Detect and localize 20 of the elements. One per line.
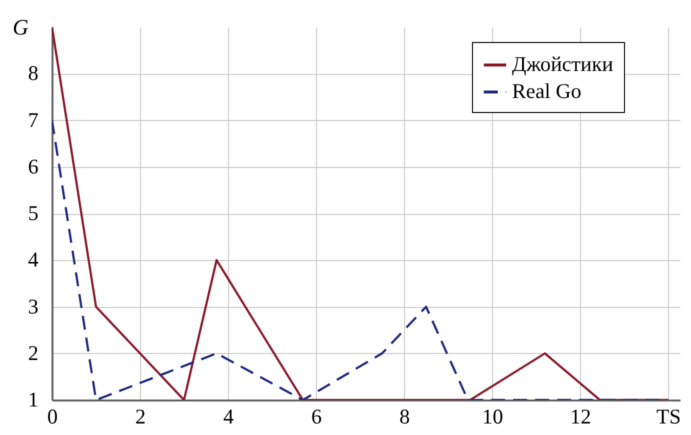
y-tick-label: 6: [28, 154, 38, 178]
x-tick-label: 2: [135, 404, 146, 428]
y-tick-label: 1: [28, 388, 38, 412]
y-tick-label: 5: [28, 201, 38, 225]
y-tick-label: 7: [28, 108, 38, 132]
legend-label: Джойстики: [512, 52, 614, 76]
x-tick-label: 6: [311, 404, 322, 428]
x-tick-label: 4: [223, 404, 234, 428]
y-axis-title: G: [12, 14, 29, 40]
line-series: [52, 119, 670, 400]
legend-label: Real Go: [512, 79, 582, 103]
y-tick-label: 3: [28, 294, 38, 318]
x-tick-label: 10: [482, 404, 504, 428]
x-tick-label: 12: [570, 404, 592, 428]
x-tick-label: TS: [656, 404, 681, 428]
x-tick-label: 8: [399, 404, 410, 428]
y-tick-label: 4: [28, 248, 39, 272]
y-tick-label: 8: [28, 61, 38, 86]
y-tick-label: 2: [28, 340, 38, 365]
x-tick-label: 0: [47, 404, 58, 428]
